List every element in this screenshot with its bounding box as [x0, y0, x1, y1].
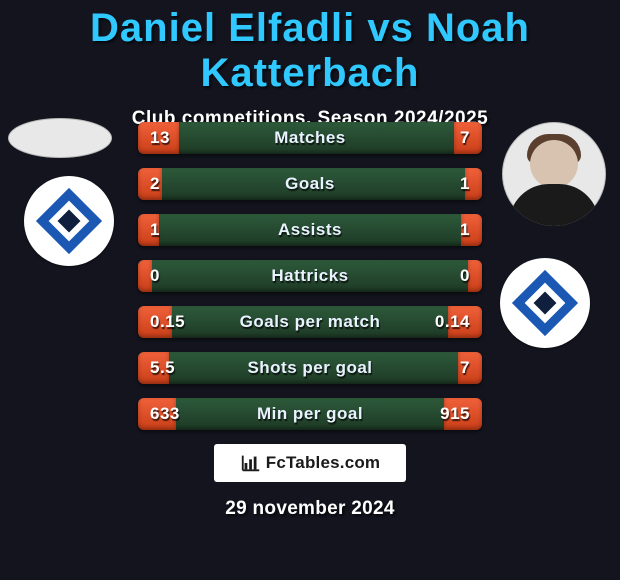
stat-value-right: 7: [420, 358, 482, 378]
stat-label: Goals per match: [200, 312, 420, 332]
hsv-logo-icon: [24, 176, 114, 266]
stat-label: Shots per goal: [200, 358, 420, 378]
stat-row: 5.5 Shots per goal 7: [138, 352, 482, 384]
stat-value-right: 1: [420, 174, 482, 194]
stat-value-left: 0.15: [138, 312, 200, 332]
stat-label: Hattricks: [200, 266, 420, 286]
club-badge-right: [500, 258, 590, 348]
stat-value-left: 633: [138, 404, 200, 424]
club-badge-left: [24, 176, 114, 266]
stat-label: Min per goal: [200, 404, 420, 424]
stat-value-left: 0: [138, 266, 200, 286]
player-right-avatar: [502, 122, 606, 226]
stat-row: 0.15 Goals per match 0.14: [138, 306, 482, 338]
stats-table: 13 Matches 7 2 Goals 1 1 Assists 1 0 Hat…: [138, 122, 482, 444]
comparison-card: Daniel Elfadli vs Noah Katterbach Club c…: [0, 0, 620, 580]
stat-row: 2 Goals 1: [138, 168, 482, 200]
stat-value-left: 2: [138, 174, 200, 194]
stat-value-left: 13: [138, 128, 200, 148]
stat-value-right: 915: [420, 404, 482, 424]
hsv-logo-icon: [500, 258, 590, 348]
stat-value-right: 1: [420, 220, 482, 240]
date-label: 29 november 2024: [0, 498, 620, 520]
stat-row: 13 Matches 7: [138, 122, 482, 154]
stat-value-right: 0: [420, 266, 482, 286]
stat-label: Matches: [200, 128, 420, 148]
stat-value-right: 0.14: [420, 312, 482, 332]
stat-label: Goals: [200, 174, 420, 194]
stat-value-left: 5.5: [138, 358, 200, 378]
brand-badge[interactable]: FcTables.com: [214, 444, 406, 482]
stat-row: 633 Min per goal 915: [138, 398, 482, 430]
stat-value-left: 1: [138, 220, 200, 240]
page-title: Daniel Elfadli vs Noah Katterbach: [0, 0, 620, 96]
player-left-avatar: [8, 118, 112, 158]
stat-value-right: 7: [420, 128, 482, 148]
stat-row: 1 Assists 1: [138, 214, 482, 246]
stat-row: 0 Hattricks 0: [138, 260, 482, 292]
brand-text: FcTables.com: [266, 453, 381, 473]
stat-label: Assists: [200, 220, 420, 240]
chart-icon: [240, 452, 262, 474]
